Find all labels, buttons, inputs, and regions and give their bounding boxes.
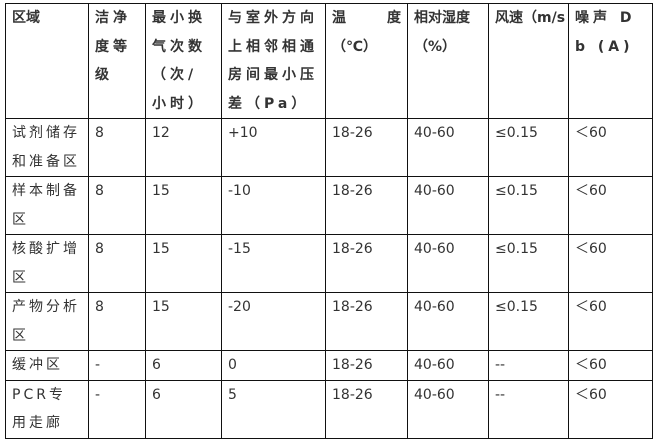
cell-wind-speed: ≤0.15 (488, 292, 569, 351)
table-row: 核酸扩增区 8 15 -15 18-26 40-60 ≤0.15 ＜60 (5, 234, 653, 293)
cell-pressure-diff: -15 (221, 234, 326, 293)
cell-cleanliness: 8 (88, 234, 146, 293)
cell-wind-speed: ≤0.15 (488, 234, 569, 293)
header-temperature: 温度（℃）温度 (325, 3, 408, 119)
cell-humidity: 40-60 (407, 292, 489, 351)
cell-air-changes: 15 (145, 292, 222, 351)
cell-pressure-diff: +10 (221, 118, 326, 177)
temp-unit: （℃） (332, 38, 377, 55)
cell-air-changes: 6 (145, 350, 222, 381)
cell-temperature: 18-26 (325, 292, 408, 351)
cell-air-changes: 15 (145, 234, 222, 293)
cell-temperature: 18-26 (325, 234, 408, 293)
cell-temperature: 18-26 (325, 379, 408, 439)
table-row: 缓冲区 -6 0 18-26 40-60 -- ＜60 (5, 350, 653, 381)
cell-air-changes: 6 (145, 379, 222, 439)
cell-cleanliness: 8 (88, 176, 146, 235)
cell-humidity: 40-60 (407, 350, 489, 381)
cell-humidity: 40-60 (407, 118, 489, 177)
cell-noise: ＜60 (568, 234, 653, 293)
cell-area: 缓冲区 (5, 350, 89, 381)
cell-pressure-diff: 5 (221, 379, 326, 439)
cell-cleanliness: - (88, 379, 146, 439)
cell-noise: ＜60 (568, 350, 653, 381)
cell-air-changes: 15 (145, 176, 222, 235)
cell-humidity: 40-60 (407, 234, 489, 293)
cell-wind-speed: -- (488, 350, 569, 381)
cell-wind-speed: -- (488, 379, 569, 439)
header-cleanliness: 洁净度等级 (88, 3, 146, 119)
cell-temperature: 18-26 (325, 350, 408, 381)
cell-area: 试剂储存和准备区 (5, 118, 89, 177)
cell-noise: ＜60 (568, 176, 653, 235)
cell-area: PCR专用走廊 (5, 379, 89, 439)
cell-noise: ＜60 (568, 379, 653, 439)
header-humidity: 相对湿度（%） (407, 3, 489, 119)
table-row: 试剂储存和准备区 8 12 +10 18-26 40-60 ≤0.15 ＜60 (5, 118, 653, 177)
cell-noise: ＜60 (568, 292, 653, 351)
cell-noise: ＜60 (568, 118, 653, 177)
table-row: PCR专用走廊 -6 5 18-26 40-60 -- ＜60 (5, 379, 653, 439)
header-wind-speed: 风速（m/s (488, 3, 569, 119)
temp-char-1: 温 (332, 10, 346, 26)
cell-wind-speed: ≤0.15 (488, 118, 569, 177)
cell-area: 产物分析区 (5, 292, 89, 351)
header-air-changes: 最小换气次数（次/小时） (145, 3, 222, 119)
temp-char-2: 度 (387, 10, 401, 26)
cell-cleanliness: - (88, 350, 146, 381)
cell-pressure-diff: -10 (221, 176, 326, 235)
header-area: 区域 (5, 3, 89, 119)
cell-cleanliness: 8 (88, 292, 146, 351)
cell-wind-speed: ≤0.15 (488, 176, 569, 235)
header-row: 区域 洁净度等级 最小换气次数（次/小时） 与室外方向上相邻相通房间最小压差（P… (5, 3, 653, 119)
cell-humidity: 40-60 (407, 176, 489, 235)
table-row: 产物分析区 8 15 -20 18-26 40-60 ≤0.15 ＜60 (5, 292, 653, 351)
cell-area: 样本制备区 (5, 176, 89, 235)
environment-requirements-table: 区域 洁净度等级 最小换气次数（次/小时） 与室外方向上相邻相通房间最小压差（P… (5, 3, 653, 439)
header-noise: 噪声 Db (A) (568, 3, 653, 119)
table-row: 样本制备区 8 15 -10 18-26 40-60 ≤0.15 ＜60 (5, 176, 653, 235)
cell-air-changes: 12 (145, 118, 222, 177)
cell-humidity: 40-60 (407, 379, 489, 439)
header-pressure-diff: 与室外方向上相邻相通房间最小压差（Pa） (221, 3, 326, 119)
cell-pressure-diff: -20 (221, 292, 326, 351)
cell-temperature: 18-26 (325, 176, 408, 235)
cell-pressure-diff: 0 (221, 350, 326, 381)
cell-cleanliness: 8 (88, 118, 146, 177)
cell-area: 核酸扩增区 (5, 234, 89, 293)
cell-temperature: 18-26 (325, 118, 408, 177)
